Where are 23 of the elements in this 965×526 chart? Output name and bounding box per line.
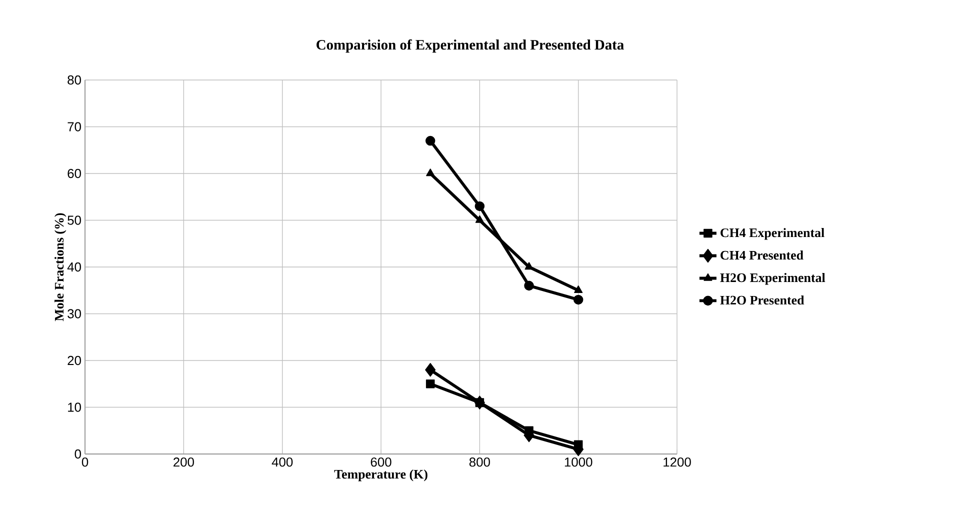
x-tick-label: 400 <box>272 458 293 467</box>
y-axis-title: Mole Fractions (%) <box>54 213 66 322</box>
chart-title: Comparision of Experimental and Presented Data <box>316 39 624 53</box>
x-tick-label: 1000 <box>564 458 592 467</box>
legend-label: H2O Experimental <box>720 272 826 285</box>
x-tick-label: 1200 <box>664 458 691 467</box>
y-tick-label: 20 <box>68 356 81 366</box>
y-tick-label: 10 <box>68 402 81 412</box>
y-tick-label: 0 <box>74 449 81 459</box>
legend-label: CH4 Experimental <box>720 228 824 240</box>
x-tick-label: 200 <box>174 458 194 467</box>
legend-label: H2O Presented <box>720 295 804 305</box>
y-tick-label: 40 <box>67 262 81 272</box>
y-tick-label: 50 <box>68 216 81 225</box>
x-tick-label: 0 <box>82 458 88 467</box>
x-tick-label: 600 <box>370 458 392 467</box>
y-tick-label: 70 <box>68 122 81 132</box>
legend-label: CH4 Presented <box>720 250 804 260</box>
y-tick-label: 60 <box>68 168 81 178</box>
x-axis-title: Temperature (K) <box>334 470 428 482</box>
x-tick-label: 800 <box>469 458 490 467</box>
y-tick-label: 30 <box>68 309 81 318</box>
y-tick-label: 80 <box>68 75 81 85</box>
